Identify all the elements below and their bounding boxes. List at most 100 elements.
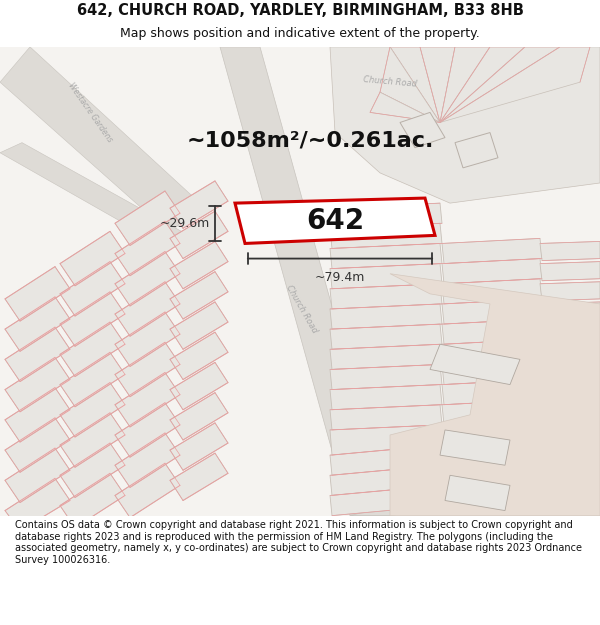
Polygon shape [235, 198, 435, 244]
Polygon shape [400, 112, 445, 148]
Polygon shape [330, 405, 442, 430]
Polygon shape [390, 47, 440, 122]
Polygon shape [115, 433, 180, 488]
Polygon shape [5, 327, 70, 381]
Polygon shape [5, 388, 70, 442]
Polygon shape [170, 181, 228, 228]
Polygon shape [115, 463, 180, 518]
Polygon shape [440, 47, 590, 122]
Polygon shape [442, 238, 542, 264]
Polygon shape [5, 267, 70, 321]
Polygon shape [390, 274, 600, 516]
Polygon shape [115, 402, 180, 457]
Polygon shape [330, 425, 442, 455]
Polygon shape [350, 455, 600, 516]
Polygon shape [170, 272, 228, 319]
Polygon shape [330, 384, 442, 410]
Polygon shape [440, 430, 510, 465]
Polygon shape [455, 132, 498, 168]
Polygon shape [170, 423, 228, 470]
Polygon shape [540, 342, 600, 361]
Polygon shape [115, 191, 180, 246]
Polygon shape [440, 47, 490, 122]
Text: Church Road: Church Road [284, 283, 319, 334]
Polygon shape [440, 47, 525, 122]
Polygon shape [60, 231, 125, 286]
Polygon shape [442, 279, 542, 304]
Polygon shape [330, 364, 442, 389]
Polygon shape [170, 453, 228, 501]
Text: Contains OS data © Crown copyright and database right 2021. This information is : Contains OS data © Crown copyright and d… [15, 520, 582, 565]
Polygon shape [220, 47, 390, 516]
Polygon shape [60, 412, 125, 468]
Polygon shape [170, 211, 228, 259]
Text: Westacre Gardens: Westacre Gardens [66, 81, 114, 144]
Polygon shape [442, 420, 542, 445]
Polygon shape [540, 282, 600, 301]
Polygon shape [115, 251, 180, 306]
Polygon shape [115, 342, 180, 397]
Polygon shape [540, 362, 600, 381]
Text: ~1058m²/~0.261ac.: ~1058m²/~0.261ac. [187, 131, 434, 151]
Polygon shape [442, 379, 542, 405]
Polygon shape [0, 47, 600, 516]
Polygon shape [442, 299, 542, 324]
Polygon shape [5, 418, 70, 472]
Polygon shape [442, 359, 542, 384]
Polygon shape [540, 241, 600, 261]
Polygon shape [115, 312, 180, 366]
Polygon shape [170, 362, 228, 410]
Polygon shape [330, 264, 442, 289]
Polygon shape [60, 473, 125, 528]
Text: Map shows position and indicative extent of the property.: Map shows position and indicative extent… [120, 28, 480, 40]
Polygon shape [540, 262, 600, 281]
Polygon shape [442, 319, 542, 344]
Polygon shape [442, 460, 542, 486]
Polygon shape [170, 392, 228, 440]
Polygon shape [330, 324, 442, 349]
Polygon shape [330, 445, 442, 475]
Polygon shape [330, 304, 442, 329]
Polygon shape [5, 357, 70, 412]
Polygon shape [60, 352, 125, 407]
Polygon shape [370, 92, 440, 123]
Polygon shape [330, 284, 442, 309]
Polygon shape [330, 244, 442, 269]
Polygon shape [330, 486, 442, 516]
Polygon shape [540, 302, 600, 321]
Polygon shape [440, 47, 560, 122]
Polygon shape [0, 47, 200, 233]
Polygon shape [170, 241, 228, 289]
Text: Church Road: Church Road [363, 76, 417, 89]
Polygon shape [445, 475, 510, 511]
Polygon shape [330, 344, 442, 369]
Polygon shape [442, 400, 542, 425]
Polygon shape [330, 47, 600, 203]
Polygon shape [380, 47, 440, 122]
Polygon shape [0, 142, 185, 246]
Polygon shape [60, 262, 125, 316]
Text: 642, CHURCH ROAD, YARDLEY, BIRMINGHAM, B33 8HB: 642, CHURCH ROAD, YARDLEY, BIRMINGHAM, B… [77, 2, 523, 18]
Polygon shape [115, 282, 180, 336]
Polygon shape [430, 344, 520, 384]
Text: ~79.4m: ~79.4m [315, 271, 365, 284]
Polygon shape [60, 443, 125, 498]
Polygon shape [60, 382, 125, 437]
Polygon shape [442, 481, 542, 506]
Polygon shape [170, 332, 228, 379]
Polygon shape [330, 223, 442, 249]
Polygon shape [5, 448, 70, 503]
Polygon shape [115, 221, 180, 276]
Text: ~29.6m: ~29.6m [160, 217, 210, 230]
Polygon shape [442, 440, 542, 465]
Polygon shape [330, 465, 442, 496]
Polygon shape [5, 297, 70, 351]
Polygon shape [442, 259, 542, 284]
Polygon shape [420, 47, 455, 122]
Polygon shape [115, 372, 180, 427]
Polygon shape [170, 302, 228, 349]
Polygon shape [5, 478, 70, 531]
Polygon shape [60, 322, 125, 376]
Text: 642: 642 [306, 208, 364, 235]
Polygon shape [540, 322, 600, 341]
